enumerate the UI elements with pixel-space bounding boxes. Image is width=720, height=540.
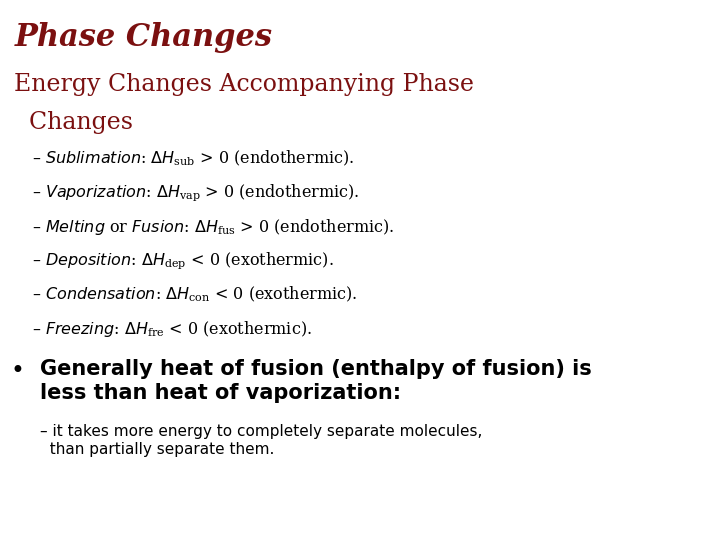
Text: – $\it{Sublimation}$: $\Delta H_{\mathregular{sub}}$ > 0 (endothermic).: – $\it{Sublimation}$: $\Delta H_{\mathre… xyxy=(32,148,355,168)
Text: – $\it{Melting}$ or $\it{Fusion}$: $\Delta H_{\mathregular{fus}}$ > 0 (endotherm: – $\it{Melting}$ or $\it{Fusion}$: $\Del… xyxy=(32,217,395,237)
Text: – $\it{Vaporization}$: $\Delta H_{\mathregular{vap}}$ > 0 (endothermic).: – $\it{Vaporization}$: $\Delta H_{\mathr… xyxy=(32,183,360,204)
Text: Generally heat of fusion (enthalpy of fusion) is
less than heat of vaporization:: Generally heat of fusion (enthalpy of fu… xyxy=(40,359,591,403)
Text: – $\it{Condensation}$: $\Delta H_{\mathregular{con}}$ < 0 (exothermic).: – $\it{Condensation}$: $\Delta H_{\mathr… xyxy=(32,285,358,304)
Text: – $\it{Freezing}$: $\Delta H_{\mathregular{fre}}$ < 0 (exothermic).: – $\it{Freezing}$: $\Delta H_{\mathregul… xyxy=(32,319,312,339)
Text: •: • xyxy=(11,359,24,383)
Text: Phase Changes: Phase Changes xyxy=(14,22,272,52)
Text: Changes: Changes xyxy=(14,111,133,134)
Text: – $\it{Deposition}$: $\Delta H_{\mathregular{dep}}$ < 0 (exothermic).: – $\it{Deposition}$: $\Delta H_{\mathreg… xyxy=(32,251,334,272)
Text: – it takes more energy to completely separate molecules,
  than partially separa: – it takes more energy to completely sep… xyxy=(40,424,482,457)
Text: Energy Changes Accompanying Phase: Energy Changes Accompanying Phase xyxy=(14,73,474,96)
